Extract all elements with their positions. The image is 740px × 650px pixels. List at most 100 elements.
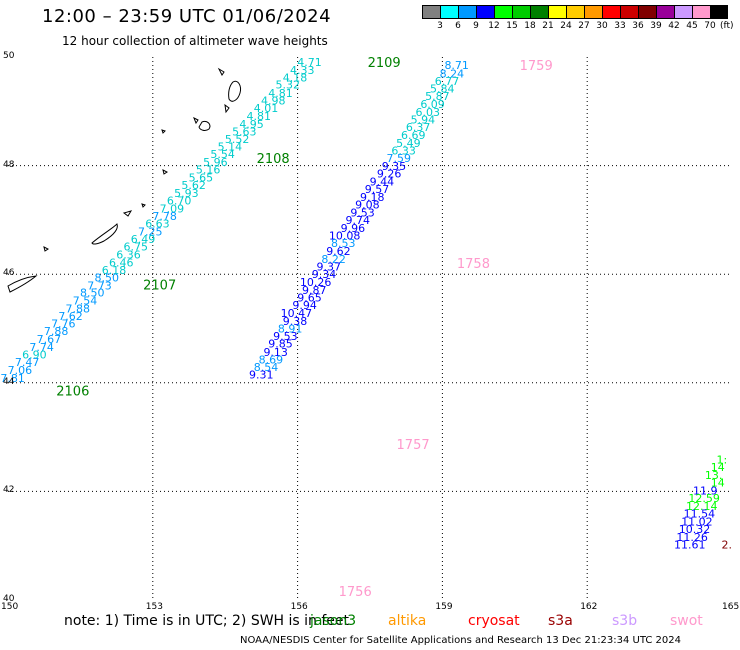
color-scale-label: 30 <box>596 21 608 31</box>
island-shape <box>228 80 241 102</box>
coastline-islands <box>7 67 241 293</box>
wave-height-value: 6.90 <box>22 349 47 362</box>
longitude-label: 162 <box>580 602 598 612</box>
wave-height-value: 6.49 <box>131 233 156 246</box>
island-shape <box>162 169 168 175</box>
longitude-label: 159 <box>435 602 453 612</box>
color-scale-swatch <box>602 5 620 19</box>
wave-height-value: 9.94 <box>292 299 317 312</box>
island-shape <box>217 67 225 76</box>
track-time-labels: 2109 2108 2107 2106 1759 1758 1757 1756 <box>56 56 552 600</box>
wave-height-value: 9.37 <box>317 261 342 274</box>
wave-height-value: 8.54 <box>254 361 279 374</box>
wave-height-points: 4.714.334.185.324.814.984.014.814.955.63… <box>0 56 732 552</box>
wave-height-value: 10.32 <box>679 523 711 536</box>
color-scale-swatch <box>692 5 710 19</box>
wave-height-value: 9.31 <box>249 369 274 382</box>
wave-height-value: 5.32 <box>276 79 301 92</box>
wave-height-value: 4.33 <box>290 64 315 77</box>
color-scale-label: 15 <box>506 21 518 31</box>
wave-height-value: 4.98 <box>261 94 286 107</box>
wave-height-value: 7.73 <box>87 280 112 293</box>
wave-height-value: 8.91 <box>278 323 303 336</box>
wave-height-value: 8.50 <box>95 271 120 284</box>
color-scale-bar <box>422 5 728 21</box>
wave-height-value: 6.03 <box>415 106 440 119</box>
longitude-label: 156 <box>290 602 308 612</box>
color-scale-label: 24 <box>560 21 572 31</box>
wave-height-value: 5.94 <box>411 113 436 126</box>
color-scale-label: 12 <box>488 21 500 31</box>
wave-height-value: 9.62 <box>326 245 351 258</box>
wave-height-value: 5.87 <box>425 90 450 103</box>
wave-height-value: 6.69 <box>401 129 426 142</box>
color-scale-swatch <box>458 5 476 19</box>
wave-height-value: 7.06 <box>8 364 33 377</box>
wave-height-value: 5.54 <box>210 148 235 161</box>
wave-height-value: 12.14 <box>686 500 718 513</box>
wave-height-value: 4.81 <box>247 110 272 123</box>
wave-height-value: 8.24 <box>440 67 465 80</box>
wave-height-value: 11.9 <box>693 484 718 497</box>
wave-height-value: 5.62 <box>181 179 206 192</box>
color-scale-swatch <box>530 5 548 19</box>
wave-height-value: 6.70 <box>167 194 192 207</box>
island-shape <box>224 103 230 114</box>
wave-height-value: 7.25 <box>138 225 163 238</box>
wave-height-value: 4.95 <box>239 118 264 131</box>
track-time-label: 2107 <box>143 279 176 294</box>
track-time-label: 2108 <box>257 152 290 167</box>
wave-height-value: 8.50 <box>80 287 105 300</box>
color-scale-label: 70 <box>704 21 716 31</box>
wave-height-value: 7.74 <box>29 341 54 354</box>
latitude-label: 50 <box>3 51 15 61</box>
color-scale-label: 39 <box>650 21 662 31</box>
wave-height-value: 11.61 <box>674 539 706 552</box>
track-time-label: 2106 <box>56 384 89 399</box>
wave-height-value: 11.02 <box>681 515 713 528</box>
wave-height-value: 10.47 <box>281 307 313 320</box>
wave-height-value: 6.77 <box>435 75 460 88</box>
track-time-label: 1759 <box>520 59 553 74</box>
wave-height-value: 9.65 <box>297 292 322 305</box>
latitude-label: 42 <box>3 485 15 496</box>
footer-note: note: 1) Time is in UTC; 2) SWH is in fe… <box>64 613 350 629</box>
color-scale-swatch <box>710 5 728 19</box>
credit-line: NOAA/NESDIS Center for Satellite Applica… <box>240 635 682 646</box>
legend-item-jason3: jason3 <box>310 613 357 629</box>
track-time-label: 2109 <box>368 56 401 71</box>
wave-height-value: 5.63 <box>232 125 257 138</box>
wave-height-value: 6.33 <box>391 144 416 157</box>
wave-height-value: 9.74 <box>346 214 371 227</box>
wave-height-value: 13. <box>705 469 723 482</box>
island-shape <box>193 116 199 125</box>
latitude-label: 40 <box>3 594 15 604</box>
color-scale-label: 9 <box>473 21 479 31</box>
color-scale-label: 21 <box>542 21 554 31</box>
latitude-label: 46 <box>3 268 15 279</box>
latitude-label: 48 <box>3 159 15 170</box>
wave-height-value: 7.81 <box>0 372 25 385</box>
wave-height-value: 4.18 <box>283 72 308 85</box>
color-scale-swatch <box>656 5 674 19</box>
color-scale-unit: (ft) <box>720 21 734 31</box>
wave-height-value: 7.47 <box>15 356 40 369</box>
color-scale-label: 33 <box>614 21 626 31</box>
color-scale-swatch <box>584 5 602 19</box>
wave-height-value: 11.26 <box>676 531 708 544</box>
wave-height-value: 7.67 <box>37 333 62 346</box>
legend-item-altika: altika <box>388 613 427 629</box>
wave-height-value: 12.59 <box>688 492 720 505</box>
wave-height-value: 6.37 <box>406 121 431 134</box>
wave-height-value: 9.53 <box>273 330 298 343</box>
wave-height-value: 9.96 <box>341 222 366 235</box>
wave-height-value: 5.14 <box>218 141 243 154</box>
wave-height-value: 7.54 <box>73 294 98 307</box>
island-shape <box>7 275 38 293</box>
longitude-label: 150 <box>1 602 19 612</box>
wave-height-value: 9.87 <box>302 284 327 297</box>
island-shape <box>122 210 133 217</box>
wave-height-value: 9.18 <box>360 191 385 204</box>
